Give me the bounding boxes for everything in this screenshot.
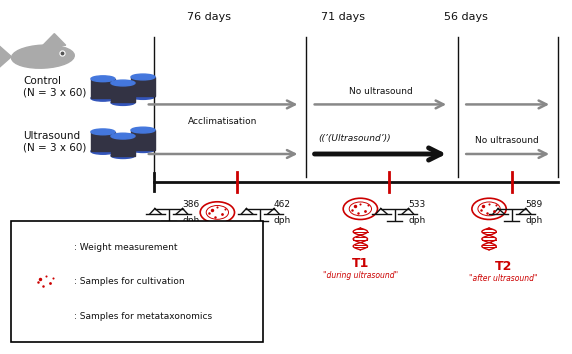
- Text: 76 days: 76 days: [187, 12, 231, 22]
- Ellipse shape: [131, 127, 155, 133]
- Text: : Samples for metataxonomics: : Samples for metataxonomics: [74, 312, 212, 321]
- Bar: [91, 79, 115, 98]
- Text: dph: dph: [526, 216, 543, 225]
- Text: "before ultrasound": "before ultrasound": [180, 250, 255, 258]
- Ellipse shape: [91, 95, 115, 101]
- Text: T0: T0: [209, 235, 226, 249]
- Bar: [131, 77, 155, 96]
- Ellipse shape: [131, 93, 155, 99]
- Ellipse shape: [91, 148, 115, 154]
- Text: : Weight measurement: : Weight measurement: [74, 243, 178, 252]
- Text: 56 days: 56 days: [444, 12, 488, 22]
- Text: No ultrasound: No ultrasound: [475, 136, 539, 145]
- Ellipse shape: [111, 133, 135, 139]
- Ellipse shape: [111, 80, 135, 86]
- Ellipse shape: [111, 99, 135, 105]
- Polygon shape: [0, 39, 11, 74]
- Bar: [131, 130, 155, 149]
- Text: Ultrasound
(N = 3 x 60): Ultrasound (N = 3 x 60): [23, 131, 86, 153]
- Bar: [111, 83, 135, 103]
- Text: dph: dph: [182, 216, 200, 225]
- Text: 589: 589: [526, 200, 543, 209]
- Text: 71 days: 71 days: [321, 12, 365, 22]
- Text: 386: 386: [182, 200, 200, 209]
- Text: : Samples for cultivation: : Samples for cultivation: [74, 277, 185, 286]
- Ellipse shape: [131, 147, 155, 153]
- Text: Control
(N = 3 x 60): Control (N = 3 x 60): [23, 76, 86, 98]
- Polygon shape: [43, 34, 66, 45]
- Bar: [91, 132, 115, 152]
- Text: T1: T1: [352, 257, 369, 270]
- Text: dph: dph: [408, 216, 426, 225]
- Ellipse shape: [11, 45, 74, 68]
- Text: dph: dph: [274, 216, 291, 225]
- Ellipse shape: [131, 74, 155, 80]
- Text: Acclimatisation: Acclimatisation: [188, 117, 258, 126]
- Bar: [111, 136, 135, 156]
- Text: 533: 533: [408, 200, 426, 209]
- Text: "during ultrasound": "during ultrasound": [323, 271, 398, 280]
- Ellipse shape: [91, 76, 115, 82]
- Text: ((’(Ultrasound’)): ((’(Ultrasound’)): [319, 134, 391, 143]
- Text: T2: T2: [495, 260, 512, 273]
- Ellipse shape: [91, 129, 115, 135]
- Ellipse shape: [111, 153, 135, 159]
- FancyBboxPatch shape: [11, 221, 263, 342]
- Text: No ultrasound: No ultrasound: [348, 87, 412, 96]
- Text: 462: 462: [274, 200, 291, 209]
- Text: "after ultrasound": "after ultrasound": [469, 274, 538, 283]
